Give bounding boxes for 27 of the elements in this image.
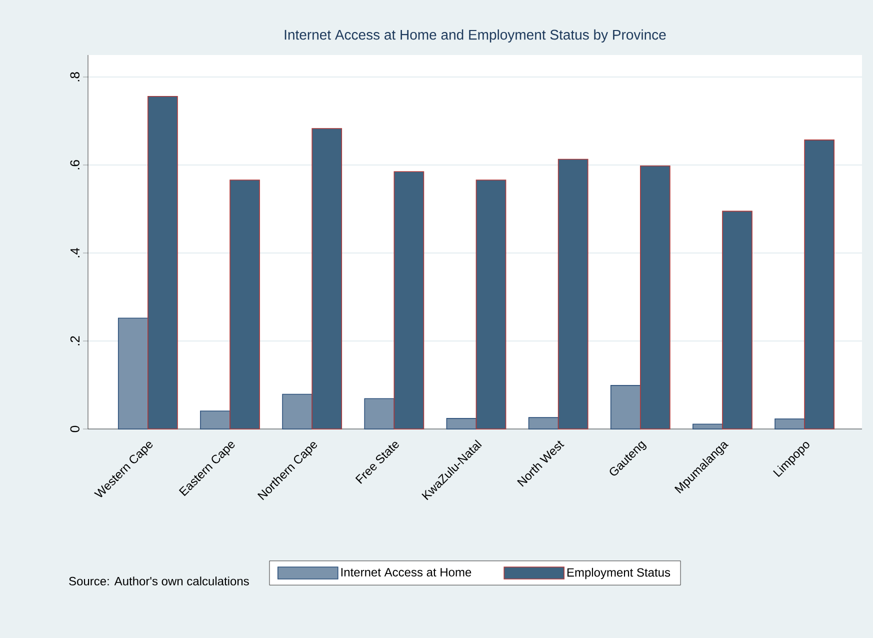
bar xyxy=(528,417,559,430)
bar xyxy=(394,171,424,430)
y-tick-label: .8 xyxy=(70,72,80,82)
bar xyxy=(804,140,834,430)
y-tick-label: 0 xyxy=(70,426,80,432)
bar xyxy=(774,418,805,430)
legend-label: Employment Status xyxy=(567,568,670,580)
bar xyxy=(446,418,477,430)
bar xyxy=(476,180,506,430)
bar xyxy=(312,128,342,430)
bar xyxy=(722,210,752,430)
legend-label: Internet Access at Home xyxy=(341,568,472,576)
bar xyxy=(282,394,312,430)
bar xyxy=(640,165,670,430)
y-tick-label: .2 xyxy=(70,336,80,346)
chart-title: Internet Access at Home and Employment Status by Province xyxy=(284,29,666,42)
y-tick-label: .4 xyxy=(70,248,80,258)
bar xyxy=(558,158,588,430)
bar xyxy=(148,96,178,430)
bar xyxy=(230,180,260,430)
bar xyxy=(364,398,395,430)
source-note: Source: Author's own calculations xyxy=(69,576,249,586)
bar xyxy=(200,410,230,430)
bar xyxy=(610,385,641,430)
bar xyxy=(118,318,148,430)
bar xyxy=(692,424,723,430)
y-tick-label: .6 xyxy=(70,160,80,170)
